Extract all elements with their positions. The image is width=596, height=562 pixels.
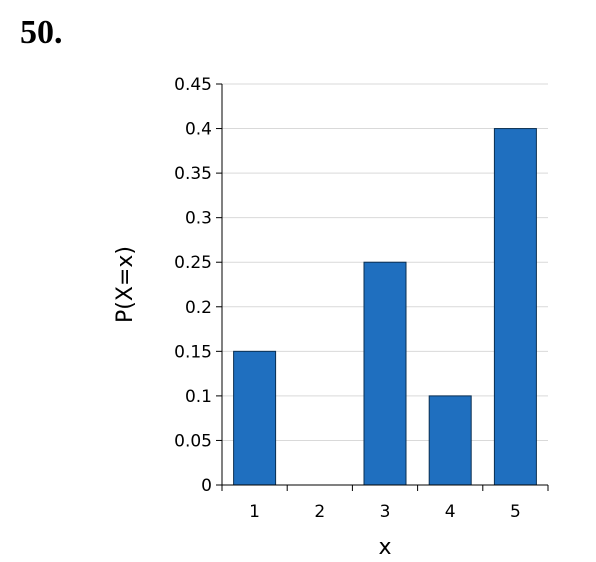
x-axis-title: x bbox=[378, 535, 391, 560]
x-tick-label: 5 bbox=[510, 502, 521, 522]
y-tick-label: 0.1 bbox=[185, 387, 212, 407]
x-tick-label: 3 bbox=[380, 502, 391, 522]
axes bbox=[216, 83, 549, 491]
y-tick-label: 0.35 bbox=[174, 164, 212, 184]
y-tick-label: 0.2 bbox=[185, 298, 212, 318]
y-tick-label: 0.25 bbox=[174, 253, 212, 273]
y-tick-label: 0.15 bbox=[174, 342, 212, 362]
x-tick-label: 4 bbox=[445, 502, 456, 522]
y-tick-label: 0 bbox=[201, 476, 212, 496]
y-tick-label: 0.4 bbox=[185, 120, 212, 140]
bar-4 bbox=[428, 395, 472, 486]
y-tick-label: 0.05 bbox=[174, 431, 212, 451]
bar-3 bbox=[363, 261, 407, 486]
bars bbox=[233, 128, 537, 486]
y-tick-label: 0.45 bbox=[174, 75, 212, 95]
x-tick-label: 1 bbox=[249, 502, 260, 522]
y-tick-label: 0.3 bbox=[185, 209, 212, 229]
bar-5 bbox=[493, 128, 537, 486]
problem-number: 50. bbox=[20, 14, 63, 51]
y-tick-labels: 0 0.05 0.1 0.15 0.2 0.25 0.3 0.35 0.4 0.45 bbox=[174, 75, 212, 496]
bar-1 bbox=[233, 350, 277, 486]
y-axis-title: P(X=x) bbox=[113, 246, 138, 323]
x-tick-label: 2 bbox=[314, 502, 325, 522]
x-tick-labels: 1 2 3 4 5 bbox=[249, 502, 521, 522]
